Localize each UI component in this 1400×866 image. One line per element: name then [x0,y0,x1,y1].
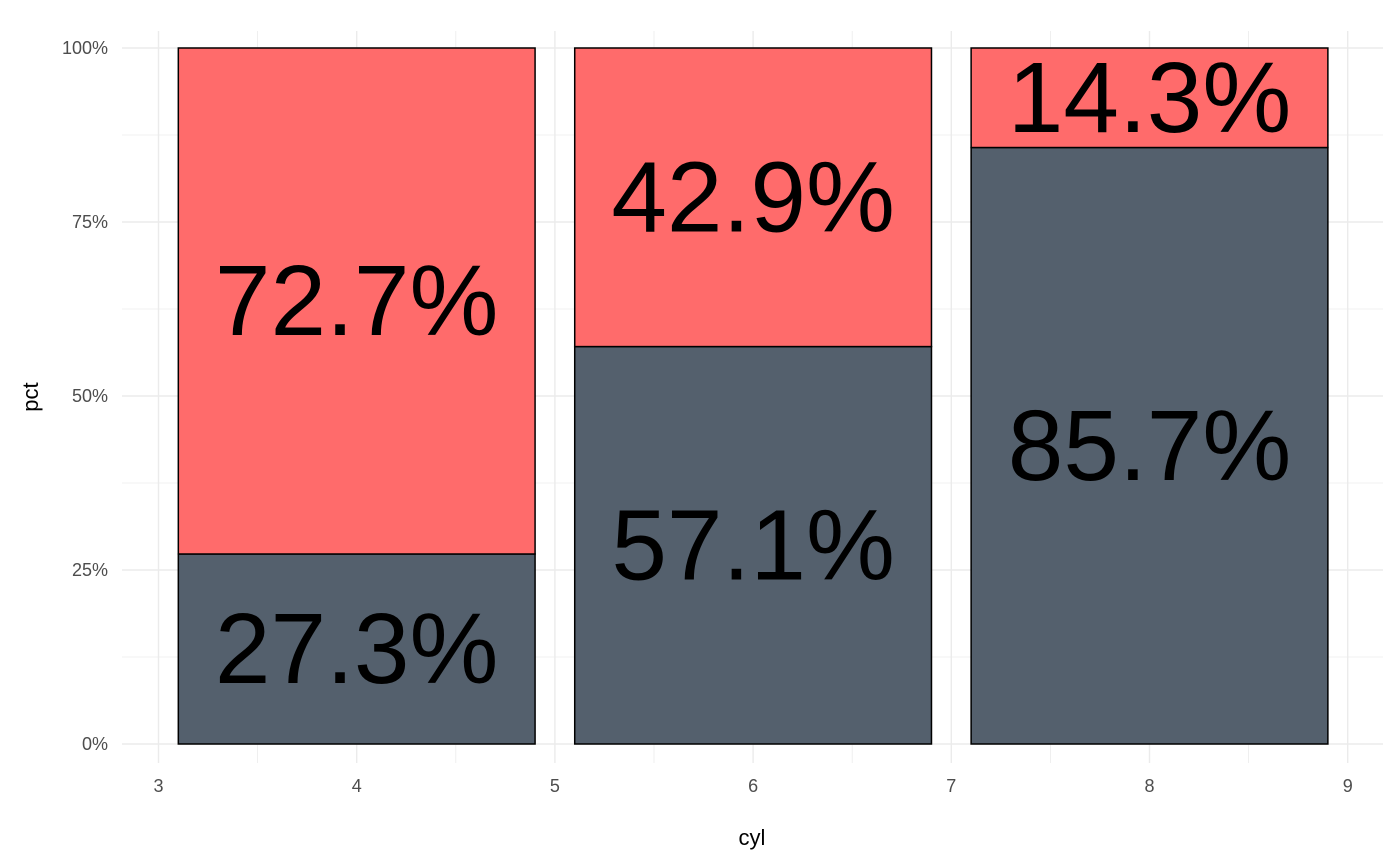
x-tick-label: 6 [748,776,758,796]
x-axis-title: cyl [739,825,766,850]
bar-data-label: 72.7% [215,245,499,357]
y-tick-label: 50% [72,386,108,406]
x-tick-label: 3 [153,776,163,796]
x-tick-label: 4 [352,776,362,796]
bar-segment-top [970,47,1329,149]
x-tick-label: 7 [946,776,956,796]
x-tick-label: 5 [550,776,560,796]
bar-data-label: 85.7% [1008,390,1292,502]
bar-data-label: 42.9% [611,141,895,253]
y-tick-label: 100% [62,38,108,58]
bar-data-label: 57.1% [611,489,895,601]
bar-labels: 27.3% 72.7% 57.1% 42.9% 85.7% 14.3% [215,42,1291,705]
y-tick-label: 75% [72,212,108,232]
y-tick-label: 25% [72,560,108,580]
x-tick-label: 8 [1144,776,1154,796]
bar-segment-bottom [970,146,1329,745]
bars [177,47,1329,745]
bar-data-label: 27.3% [215,593,499,705]
y-tick-label: 0% [82,734,108,754]
x-axis-ticks: 3 4 5 6 7 8 9 [153,776,1352,796]
x-tick-label: 9 [1343,776,1353,796]
bar-data-label: 14.3% [1008,42,1292,154]
y-axis-ticks: 0% 25% 50% 75% 100% [62,38,108,754]
bar-segment-top [573,47,933,348]
y-axis-title: pct [18,382,43,411]
bar-segment-bottom [177,553,536,745]
bar-segment-top [177,47,536,555]
bar-segment-bottom [573,345,933,745]
